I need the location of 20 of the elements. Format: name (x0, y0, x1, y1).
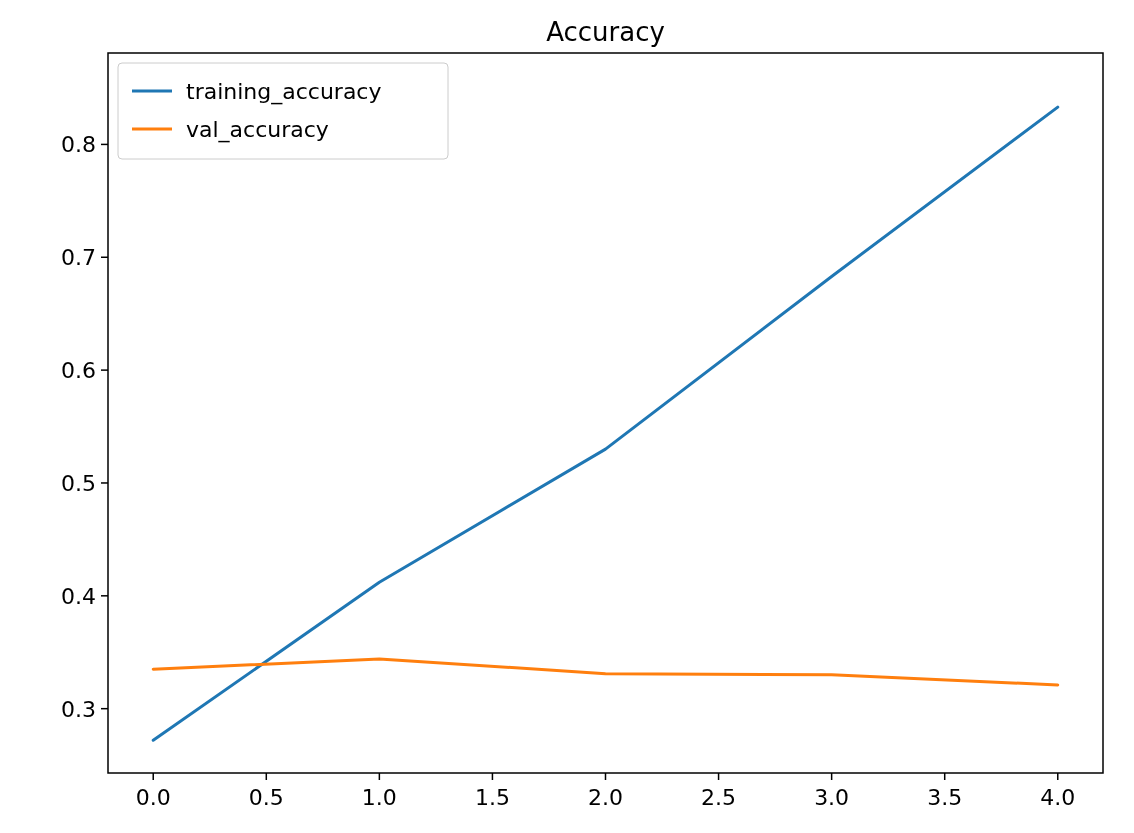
legend-label: val_accuracy (186, 117, 329, 143)
y-tick-label: 0.8 (61, 132, 96, 158)
x-tick-label: 3.5 (927, 785, 963, 810)
y-tick-label: 0.7 (61, 245, 96, 271)
legend-label: training_accuracy (186, 79, 382, 105)
x-tick-label: 3.0 (814, 785, 850, 810)
x-tick-label: 0.0 (135, 785, 171, 810)
x-tick-label: 0.5 (248, 785, 284, 810)
y-tick-label: 0.4 (61, 583, 96, 609)
x-tick-label: 1.0 (361, 785, 397, 810)
x-tick-label: 4.0 (1040, 785, 1076, 810)
x-tick-label: 2.0 (588, 785, 623, 810)
y-tick-label: 0.3 (61, 696, 96, 722)
x-tick-label: 2.5 (701, 785, 737, 810)
y-tick-label: 0.5 (61, 470, 96, 496)
y-tick-label: 0.6 (61, 358, 96, 384)
line-series (151, 657, 1060, 687)
chart-title: Accuracy (546, 17, 665, 47)
line-series (151, 105, 1060, 742)
x-tick-label: 1.5 (474, 785, 510, 810)
